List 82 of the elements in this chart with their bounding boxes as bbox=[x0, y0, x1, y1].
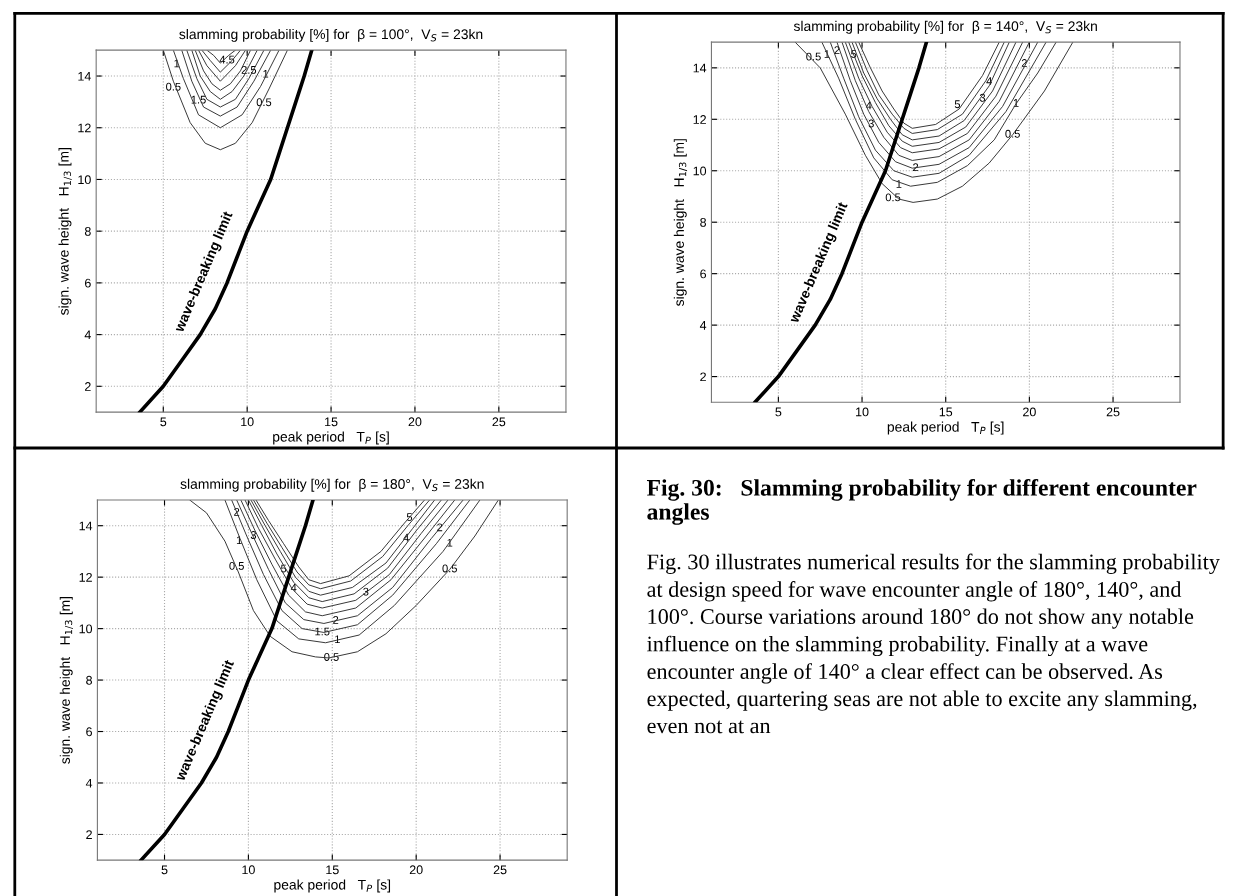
chart-title: slamming probability [%] for β = 140°, V$_{S}$ = 23kn bbox=[793, 20, 1097, 34]
y-tick-label: 14 bbox=[693, 63, 707, 73]
y-tick-label: 14 bbox=[78, 71, 91, 81]
y-tick-label: 6 bbox=[86, 727, 92, 737]
y-tick-label: 14 bbox=[79, 521, 93, 531]
annotation: 2 bbox=[834, 46, 840, 54]
annotation: 4 bbox=[986, 77, 992, 85]
caption: Fig. 30 illustrates numerical results for the slamming probability at design speed for wave encounter angle of 180°, 140°, and 100°. Course variations around 180° do not show any notable influence on the slamming probability. Finally at a wave encounter angle of 140° a clear effect can be observed. As expected, quartering seas are not able to excite any slamming, even not at an bbox=[647, 553, 1220, 734]
y-tick-label: 4 bbox=[84, 330, 91, 340]
x-tick-label: 20 bbox=[408, 417, 422, 427]
y-tick-label: 12 bbox=[79, 572, 92, 582]
y-tick-label: 10 bbox=[693, 166, 707, 176]
x-tick-label: 25 bbox=[493, 865, 507, 875]
annotation: 1.5 bbox=[315, 627, 330, 636]
annotation: 1.5 bbox=[191, 95, 206, 104]
annotation: 5 bbox=[954, 100, 961, 109]
annotation: 3 bbox=[363, 587, 369, 596]
y-tick-label: 4 bbox=[699, 321, 707, 330]
x-tick-label: 15 bbox=[939, 407, 953, 417]
text: Fig. 30: Slamming probability for different encounter angles bbox=[646, 478, 1197, 525]
y-tick-label: 10 bbox=[79, 624, 93, 634]
y-tick-label: 8 bbox=[700, 218, 707, 227]
x-tick-label: 20 bbox=[1023, 407, 1036, 417]
x-tick-label: 5 bbox=[160, 417, 167, 427]
y-tick-label: 12 bbox=[78, 123, 91, 133]
annotation: 0.5 bbox=[442, 564, 457, 573]
annotation: 1 bbox=[263, 69, 269, 78]
annotation: 5 bbox=[406, 513, 413, 521]
annotation: 1 bbox=[335, 635, 340, 644]
y-tick-label: 10 bbox=[78, 175, 91, 185]
y-tick-label: 4 bbox=[85, 778, 93, 788]
annotation: 0.5 bbox=[324, 653, 339, 661]
annotation: 0.5 bbox=[166, 82, 181, 91]
x-tick-label: 20 bbox=[409, 865, 423, 875]
x-tick-label: 25 bbox=[492, 417, 506, 427]
annotation: 4.5 bbox=[219, 55, 235, 64]
x-tick-label: 10 bbox=[241, 417, 254, 427]
x-tick-label: 5 bbox=[775, 407, 782, 417]
x-axis-title: peak period T$_{P}$ [s] bbox=[274, 879, 391, 893]
annotation: 1 bbox=[174, 59, 180, 68]
annotation: 2 bbox=[913, 163, 919, 172]
annotation: 0.5 bbox=[806, 52, 821, 61]
annotation: 1 bbox=[236, 536, 242, 545]
y-tick-label: 8 bbox=[86, 675, 92, 685]
y-axis-title: sign. wave height H$_{1/3}$ [m] bbox=[58, 148, 72, 315]
y-tick-label: 8 bbox=[84, 226, 91, 236]
annotation: 2 bbox=[234, 507, 240, 516]
y-axis-title: sign. wave height H$_{1/3}$ [m] bbox=[673, 139, 688, 306]
x-axis-title: peak period T$_{P}$ [s] bbox=[887, 421, 1004, 435]
annotation: 3 bbox=[868, 119, 874, 128]
x-axis-title: peak period T$_{P}$ [s] bbox=[273, 431, 389, 445]
annotation: 0.5 bbox=[229, 561, 244, 570]
y-tick-label: 2 bbox=[86, 830, 92, 839]
annotation: 4 bbox=[403, 533, 409, 542]
y-tick-label: 2 bbox=[700, 372, 706, 382]
annotation: 1 bbox=[896, 180, 902, 188]
chart-title: slamming probability [%] for β = 100°, V$_{S}$ = 23kn bbox=[179, 28, 483, 42]
annotation: 1 bbox=[824, 50, 830, 58]
annotation: 2 bbox=[1021, 59, 1027, 67]
annotation: 2 bbox=[437, 523, 443, 532]
annotation: 2 bbox=[333, 616, 339, 624]
y-axis-title: sign. wave height H$_{1/3}$ [m] bbox=[59, 596, 73, 764]
annotation: 3 bbox=[250, 531, 257, 539]
annotation: 1 bbox=[447, 538, 453, 547]
y-tick-label: 12 bbox=[693, 115, 706, 124]
annotation: 5 bbox=[851, 50, 857, 58]
x-tick-label: 10 bbox=[856, 407, 869, 417]
annotation: 0.5 bbox=[885, 193, 901, 202]
x-tick-label: 5 bbox=[161, 865, 168, 875]
annotation: 4 bbox=[865, 101, 872, 110]
y-tick-label: 6 bbox=[700, 269, 707, 279]
annotation: 3 bbox=[979, 93, 986, 102]
x-tick-label: 15 bbox=[325, 417, 338, 427]
x-tick-label: 15 bbox=[326, 865, 339, 875]
y-tick-label: 2 bbox=[84, 382, 91, 391]
x-tick-label: 25 bbox=[1106, 407, 1120, 417]
x-tick-label: 10 bbox=[242, 865, 255, 875]
annotation: 0.5 bbox=[1005, 129, 1020, 138]
annotation: 1 bbox=[1013, 99, 1019, 107]
annotation: 4 bbox=[290, 583, 297, 592]
chart-title: slamming probability [%] for β = 180°, V$_{S}$ = 23kn bbox=[180, 478, 484, 492]
y-tick-label: 6 bbox=[85, 278, 91, 288]
